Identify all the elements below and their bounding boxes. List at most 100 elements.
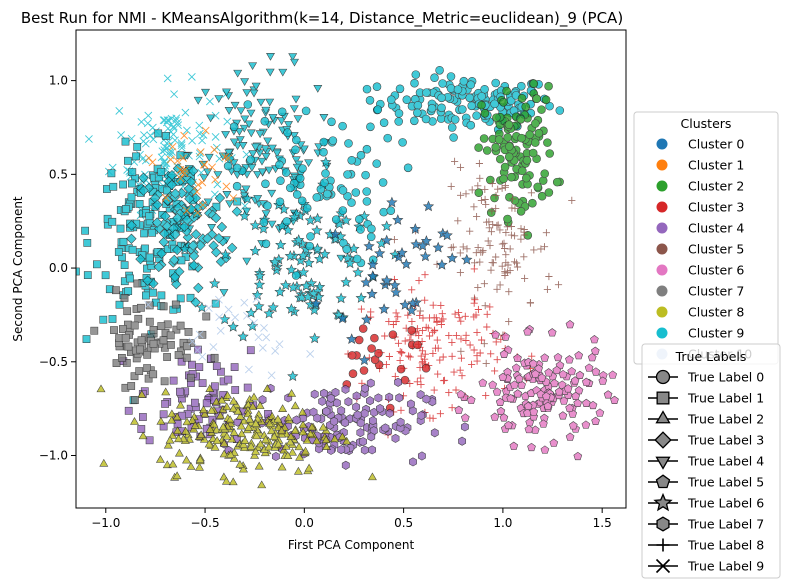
data-point	[367, 308, 375, 316]
data-point	[522, 173, 531, 183]
data-point	[510, 232, 519, 240]
data-point	[245, 414, 255, 423]
data-point	[359, 366, 369, 375]
data-point	[224, 149, 234, 158]
data-point	[342, 436, 352, 445]
data-point	[344, 397, 353, 407]
data-point	[358, 354, 371, 366]
data-point	[477, 92, 486, 101]
data-point	[135, 200, 144, 208]
data-point	[391, 372, 399, 380]
data-point	[124, 342, 133, 351]
data-point	[550, 378, 559, 388]
cluster-legend-marker	[656, 138, 668, 150]
data-point	[181, 426, 191, 435]
data-point	[186, 373, 195, 382]
data-point	[206, 114, 216, 123]
data-point	[459, 76, 469, 86]
data-point	[337, 445, 346, 455]
data-point	[383, 133, 392, 143]
data-point	[408, 286, 416, 294]
data-point	[581, 398, 591, 407]
data-point	[266, 53, 275, 61]
data-point	[574, 351, 584, 360]
data-point	[568, 196, 576, 204]
data-point	[76, 267, 80, 276]
cluster-legend-marker	[656, 159, 668, 171]
data-point	[200, 409, 210, 418]
data-point	[249, 392, 259, 401]
data-point	[459, 243, 467, 251]
data-point	[498, 372, 508, 381]
data-point	[362, 197, 372, 206]
data-point	[193, 346, 202, 355]
data-point	[307, 422, 317, 431]
data-point	[169, 271, 181, 283]
data-point	[338, 186, 348, 195]
data-point	[457, 335, 465, 343]
cluster-9-circle-points	[223, 96, 413, 280]
data-point	[291, 145, 300, 154]
data-point	[480, 340, 488, 348]
data-point	[96, 384, 106, 393]
data-point	[182, 455, 191, 464]
data-point	[429, 349, 437, 357]
data-point	[188, 165, 199, 177]
cluster-legend-label: Cluster 5	[688, 242, 744, 257]
data-point	[287, 281, 299, 293]
data-point	[466, 341, 474, 349]
chart-title: Best Run for NMI - KMeansAlgorithm(k=14,…	[21, 9, 623, 28]
true-label-legend-marker	[653, 492, 673, 512]
data-point	[233, 417, 242, 427]
data-point	[378, 178, 388, 187]
data-point	[417, 352, 425, 360]
data-point	[283, 128, 292, 137]
clusters-legend-title: Clusters	[681, 116, 732, 131]
data-point	[171, 300, 180, 309]
data-point	[482, 200, 490, 208]
data-point	[140, 131, 148, 139]
data-point	[179, 243, 191, 254]
data-point	[516, 207, 526, 216]
data-point	[244, 423, 254, 431]
data-point	[368, 416, 377, 426]
data-point	[313, 85, 323, 93]
data-point	[169, 254, 180, 266]
data-point	[436, 258, 448, 270]
data-point	[168, 142, 177, 151]
data-point	[177, 141, 186, 150]
data-point	[543, 285, 552, 293]
data-point	[278, 404, 288, 412]
data-point	[490, 412, 500, 421]
data-point	[182, 206, 191, 215]
data-point	[124, 287, 133, 295]
data-point	[447, 182, 455, 190]
data-point	[476, 174, 484, 182]
data-point	[498, 262, 506, 270]
data-point	[219, 313, 231, 325]
data-point	[417, 381, 425, 389]
data-point	[476, 258, 484, 266]
true-label-legend-label: True Label 4	[687, 454, 764, 469]
data-point	[302, 435, 312, 444]
cluster-legend-label: Cluster 1	[688, 158, 744, 173]
data-point	[365, 96, 375, 105]
data-point	[130, 372, 139, 381]
data-point	[510, 380, 519, 389]
data-point	[233, 69, 243, 78]
data-point	[276, 176, 285, 185]
data-point	[356, 418, 365, 428]
data-point	[122, 205, 130, 213]
data-point	[172, 163, 184, 174]
data-point	[120, 294, 129, 302]
data-point	[537, 373, 547, 382]
data-point	[358, 324, 368, 333]
true-labels-legend: True Labels True Label 0 True Label 1 True…	[641, 343, 781, 579]
data-point	[461, 312, 469, 320]
data-point	[366, 378, 375, 388]
data-point	[421, 271, 429, 279]
data-point	[552, 365, 562, 375]
data-point	[425, 314, 434, 322]
cluster-legend-label: Cluster 4	[688, 221, 744, 236]
data-point	[188, 260, 200, 271]
